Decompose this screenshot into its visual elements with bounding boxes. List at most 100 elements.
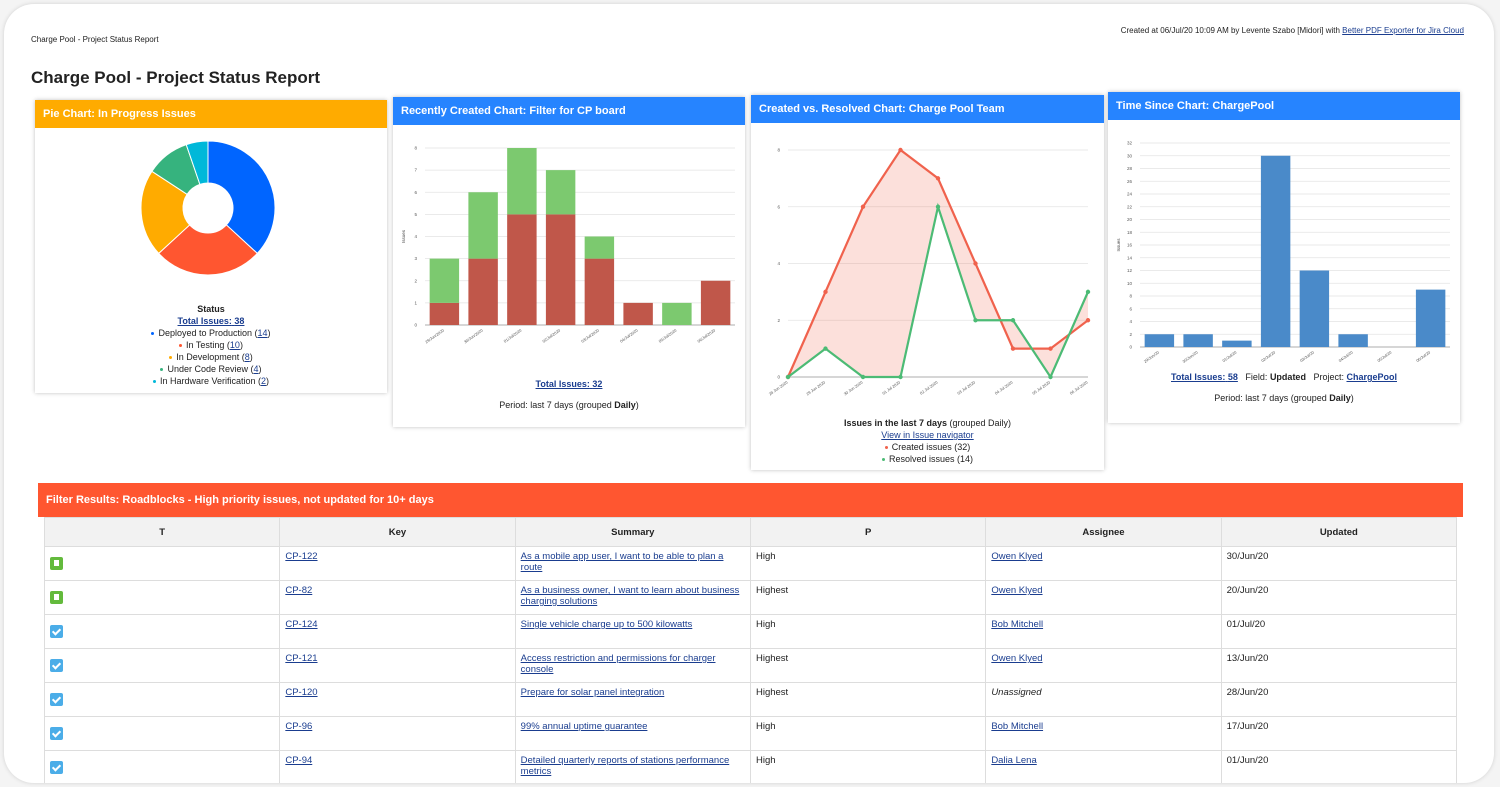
task-icon xyxy=(50,659,63,672)
y-tick-label: 0 xyxy=(777,375,780,380)
issue-key[interactable]: CP-96 xyxy=(285,721,313,732)
table-cell: 99% annual uptime guarantee xyxy=(514,716,751,751)
legend-count[interactable]: 4 xyxy=(253,364,259,374)
updated-date: 30/Jun/20 xyxy=(1226,551,1269,562)
total-link[interactable]: Total Issues: 32 xyxy=(393,378,745,390)
issue-summary[interactable]: Detailed quarterly reports of stations p… xyxy=(520,755,730,777)
y-tick-label: 4 xyxy=(1129,319,1132,324)
navigator-link[interactable]: View in Issue navigator xyxy=(881,430,974,440)
legend-count: 14 xyxy=(960,454,971,464)
priority: High xyxy=(755,721,776,732)
table-cell: High xyxy=(749,716,987,751)
period-bold: Daily xyxy=(1329,393,1351,403)
table-cell: CP-122 xyxy=(279,546,516,581)
y-tick-label: 12 xyxy=(1127,268,1133,273)
y-tick-label: 8 xyxy=(777,148,780,153)
pie-legend: Deployed to Production (14) In Testing (1… xyxy=(35,327,387,387)
priority: High xyxy=(755,619,776,630)
y-tick-label: 20 xyxy=(1127,217,1133,222)
bar xyxy=(700,280,731,325)
data-point xyxy=(1085,318,1091,323)
x-tick-label: 29/Jun/2020 xyxy=(424,327,446,344)
report-page: Charge Pool - Project Status Report Crea… xyxy=(4,4,1494,783)
legend-count[interactable]: 10 xyxy=(229,340,240,350)
legend-count[interactable]: 8 xyxy=(244,352,250,362)
table-cell: CP-124 xyxy=(279,614,516,649)
table-cell: As a business owner, I want to learn abo… xyxy=(514,580,751,615)
assignee[interactable]: Owen Klyed xyxy=(991,551,1043,562)
issue-summary[interactable]: Access restriction and permissions for c… xyxy=(520,653,716,675)
table-row: CP-82 As a business owner, I want to lear… xyxy=(43,580,1458,615)
issue-summary[interactable]: As a business owner, I want to learn abo… xyxy=(520,585,740,607)
x-tick-label: 02 Jul 2020 xyxy=(919,379,939,395)
panel-header: Recently Created Chart: Filter for CP bo… xyxy=(393,97,745,125)
task-icon xyxy=(50,625,63,638)
priority: Highest xyxy=(755,687,789,698)
data-point xyxy=(785,374,791,380)
issue-key[interactable]: CP-122 xyxy=(285,551,318,562)
type-cell xyxy=(43,682,281,717)
column-header: Key xyxy=(279,517,516,547)
priority: High xyxy=(755,551,776,562)
y-tick-label: 24 xyxy=(1127,192,1133,197)
period-text: Period: last 7 days (grouped xyxy=(499,400,615,410)
issue-key[interactable]: CP-121 xyxy=(285,653,318,664)
table-row: CP-96 99% annual uptime guarantee High Bob … xyxy=(43,716,1458,751)
assignee[interactable]: Owen Klyed xyxy=(991,585,1043,596)
issue-key[interactable]: CP-94 xyxy=(285,755,313,766)
total-link[interactable]: Total Issues: 38 xyxy=(35,315,387,327)
icon-glyph xyxy=(54,560,59,566)
type-cell xyxy=(43,580,281,615)
y-tick-label: 26 xyxy=(1127,179,1133,184)
legend-dot xyxy=(151,332,155,336)
exporter-link[interactable]: Better PDF Exporter for Jira Cloud xyxy=(1342,26,1464,35)
data-point xyxy=(1048,346,1053,351)
table-row: CP-121 Access restriction and permissions… xyxy=(43,648,1458,683)
x-tick-label: 06/Jul/2020 xyxy=(696,327,716,343)
issue-key[interactable]: CP-124 xyxy=(285,619,318,630)
issue-key[interactable]: CP-120 xyxy=(285,687,318,698)
assignee[interactable]: Bob Mitchell xyxy=(991,619,1044,630)
x-tick-label: 05/Jul/20 xyxy=(1376,349,1393,363)
data-point xyxy=(935,204,941,209)
issue-summary[interactable]: As a mobile app user, I want to be able … xyxy=(520,551,724,573)
task-icon xyxy=(50,761,63,774)
y-tick-label: 28 xyxy=(1127,166,1133,171)
x-tick-label: 06 Jul 2020 xyxy=(1069,379,1089,395)
legend-count[interactable]: 14 xyxy=(257,328,268,338)
table-row: CP-122 As a mobile app user, I want to be… xyxy=(43,546,1458,581)
icon-glyph xyxy=(51,626,62,636)
total-link[interactable]: Total Issues: 58 xyxy=(1171,372,1238,382)
total-value: 32 xyxy=(592,379,603,389)
issue-key[interactable]: CP-82 xyxy=(285,585,313,596)
total-label: Total Issues: xyxy=(177,316,232,326)
legend-dot xyxy=(179,344,183,348)
y-tick-label: 10 xyxy=(1127,281,1133,286)
project-link[interactable]: ChargePool xyxy=(1346,372,1397,382)
assignee[interactable]: Bob Mitchell xyxy=(991,721,1044,732)
assignee[interactable]: Owen Klyed xyxy=(991,653,1043,664)
y-tick-label: 8 xyxy=(414,146,417,151)
assignee[interactable]: Dalia Lena xyxy=(991,755,1037,766)
x-tick-label: 03/Jul/2020 xyxy=(580,327,600,343)
panel-header: Created vs. Resolved Chart: Charge Pool … xyxy=(751,95,1104,123)
issue-summary[interactable]: 99% annual uptime guarantee xyxy=(520,721,648,732)
pie-slice xyxy=(185,140,209,185)
y-tick-label: 6 xyxy=(1129,306,1132,311)
icon-glyph xyxy=(51,694,62,704)
table-cell: 30/Jun/20 xyxy=(1220,546,1458,581)
table-cell: Prepare for solar panel integration xyxy=(514,682,751,717)
story-icon xyxy=(50,557,63,570)
legend-label: In Testing xyxy=(186,340,225,350)
legend-dot xyxy=(152,380,156,384)
bar xyxy=(468,192,498,259)
y-tick-label: 2 xyxy=(414,278,417,283)
legend-label: In Hardware Verification xyxy=(159,376,256,386)
legend-count[interactable]: 2 xyxy=(261,376,267,386)
data-point xyxy=(1085,289,1091,295)
x-tick-label: 28 Jun 2020 xyxy=(768,379,790,396)
issue-summary[interactable]: Prepare for solar panel integration xyxy=(520,687,665,698)
x-tick-label: 01/Jul/2020 xyxy=(503,327,523,343)
report-title: Charge Pool - Project Status Report xyxy=(31,68,321,87)
issue-summary[interactable]: Single vehicle charge up to 500 kilowatt… xyxy=(520,619,693,630)
